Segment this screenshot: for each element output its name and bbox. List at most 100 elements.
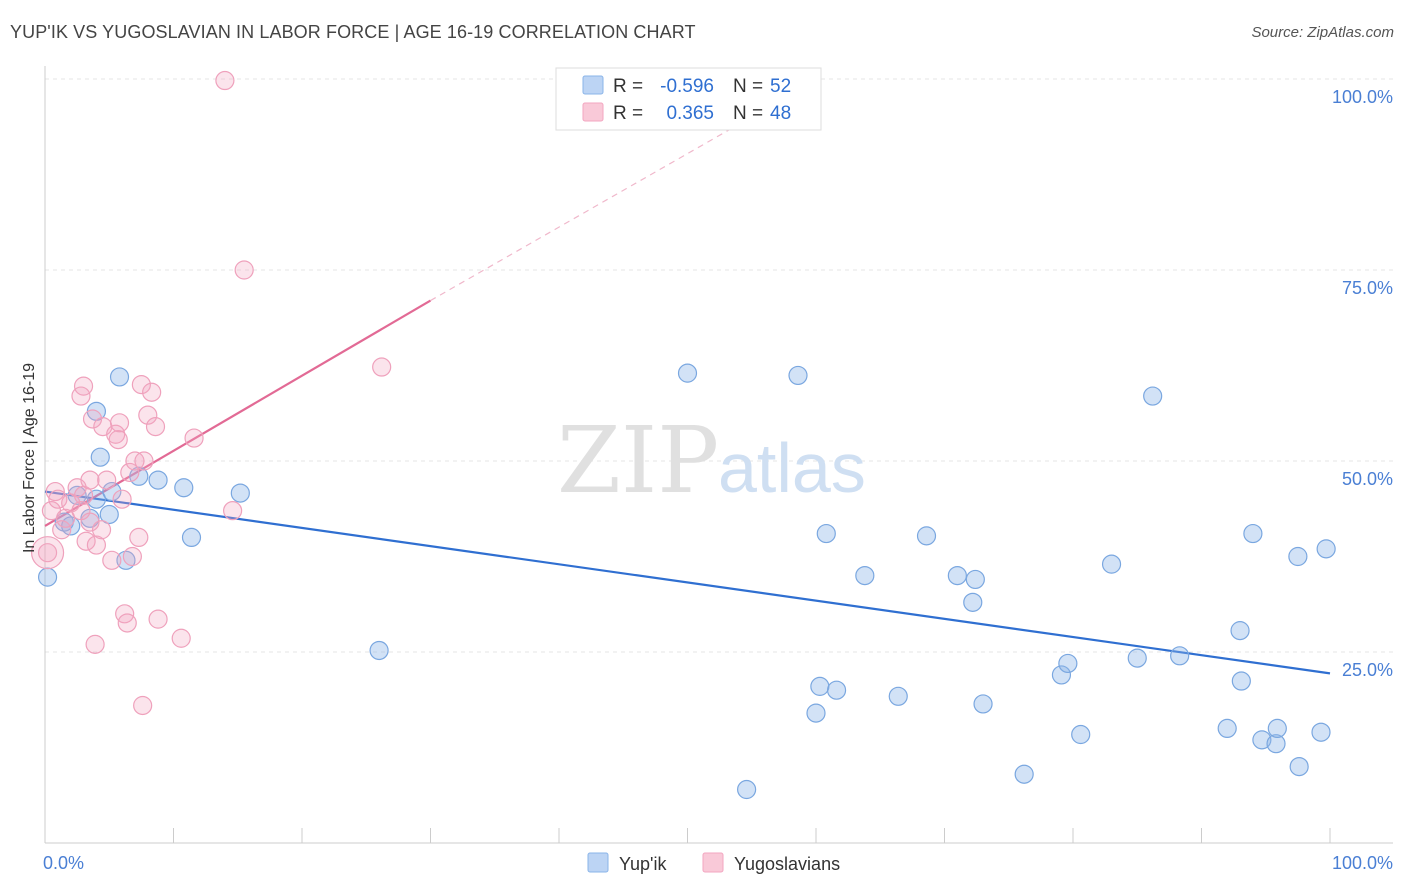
point-yupik-34 [1058,653,1078,674]
point-yupik-44 [1252,730,1272,750]
point-yupik-33 [1051,665,1072,685]
y-tick-labels: 25.0% 50.0% 75.0% 100.0% [1332,87,1393,680]
axes [44,66,1393,844]
point-yupik-5 [86,489,107,509]
point-yupik-37 [1127,648,1147,668]
point-yugoslavian-31 [129,527,149,548]
legend-r-value-1: -0.596 [660,76,714,97]
legend-n-value-1: 52 [770,76,791,97]
point-yugoslavian-33 [133,695,153,716]
watermark-atlas: atlas [718,429,866,507]
x-tick-labels: 0.0% 100.0% [43,853,1393,873]
point-yupik-39 [1170,646,1190,666]
point-yugoslavian-28 [120,462,140,483]
point-yugoslavian-14 [80,470,100,490]
point-yupik-19 [737,779,757,800]
chart-title: YUP'IK VS YUGOSLAVIAN IN LABOR FORCE | A… [10,22,696,42]
bottom-legend-yupik: Yup'ik [619,854,667,874]
point-yugoslavian-36 [142,382,162,402]
point-yupik-36 [1101,554,1122,574]
point-yugoslavian-27 [117,613,137,633]
point-yupik-38 [1143,386,1163,406]
x-tick-label-start: 0.0% [43,853,84,873]
point-yugoslavian-21 [102,550,122,570]
point-yupik-28 [947,565,967,586]
point-yugoslavian-37 [145,417,166,437]
legend-r-value-2: 0.365 [666,103,714,124]
point-yugoslavian-32 [131,375,151,395]
y-tick-label-25: 25.0% [1342,660,1393,680]
point-yugoslavian-5 [55,508,76,528]
point-yugoslavian-42 [215,70,235,91]
point-yugoslavian-25 [112,489,132,509]
x-tick-label-end: 100.0% [1332,853,1393,873]
point-yupik-47 [1288,546,1308,567]
point-yupik-8 [99,504,119,525]
point-yugoslavian-41 [223,501,243,521]
point-yugoslavian-20 [97,470,117,490]
point-yupik-10 [109,367,130,387]
point-yupik-27 [916,526,937,546]
y-tick-label-75: 75.0% [1342,278,1393,298]
point-yugoslavian-44 [372,357,392,377]
point-yugoslavian-4 [52,520,72,540]
series-legend: Yup'ik Yugoslavians [587,852,840,874]
trend-line-yupik [44,490,1331,675]
point-yupik-22 [810,676,830,696]
source-label: Source: ZipAtlas.com [1251,24,1394,41]
point-yupik-23 [816,523,836,544]
point-yupik-25 [855,565,875,586]
legend-n-value-2: 48 [770,103,791,124]
point-yugoslavian-40 [184,428,204,448]
point-yupik-16 [230,483,250,503]
point-yugoslavian-17 [86,535,107,555]
point-yupik-31 [973,694,993,714]
bottom-legend-swatch-yugoslavians [702,852,724,873]
watermark-zip: ZIP [557,407,719,514]
data-points [30,70,1336,800]
point-yupik-48 [1289,756,1309,777]
y-tick-label-100: 100.0% [1332,87,1393,107]
point-yupik-43 [1243,523,1263,544]
point-yupik-13 [148,470,168,490]
legend-swatch-yupik [582,75,604,95]
bottom-legend-yugoslavians: Yugoslavians [734,854,840,874]
point-yugoslavian-38 [148,609,168,629]
point-yupik-17 [369,640,389,661]
point-yupik-45 [1266,734,1286,754]
point-yugoslavian-13 [80,512,100,532]
point-yupik-30 [965,569,985,590]
point-yupik-35 [1071,724,1091,745]
point-yupik-50 [1316,539,1336,559]
zipatlas-watermark: ZIP atlas [557,407,866,514]
point-yugoslavian-15 [82,409,103,429]
point-yugoslavian-11 [73,376,94,396]
point-yupik-29 [963,592,983,612]
point-yupik-9 [102,481,122,502]
point-yugoslavian-29 [122,546,142,567]
point-yupik-14 [174,478,194,498]
legend-swatch-yugoslavians [582,102,604,122]
point-yupik-3 [67,485,87,505]
point-yupik-21 [806,703,826,723]
legend-n-label-2: N = [733,103,763,124]
y-tick-label-50: 50.0% [1342,469,1393,489]
point-yugoslavian-43 [234,260,254,280]
point-yupik-49 [1311,722,1331,742]
point-yugoslavian-16 [85,634,105,654]
legend-n-label-1: N = [733,76,763,97]
point-yupik-24 [826,680,847,700]
trend-lines [44,109,1331,675]
point-yugoslavian-0 [37,543,58,563]
point-yugoslavian-18 [91,520,112,540]
legend-r-label-2: R = [613,103,643,124]
point-yugoslavian-12 [76,531,96,551]
point-yugoslavian-35 [138,405,158,425]
point-yupik-46 [1267,718,1287,739]
point-yupik-41 [1230,621,1250,641]
point-yugoslavian-2 [45,481,65,502]
point-yugoslavian-34 [134,451,154,471]
point-yugoslavian-large [30,536,65,570]
point-yugoslavian-23 [108,430,128,450]
